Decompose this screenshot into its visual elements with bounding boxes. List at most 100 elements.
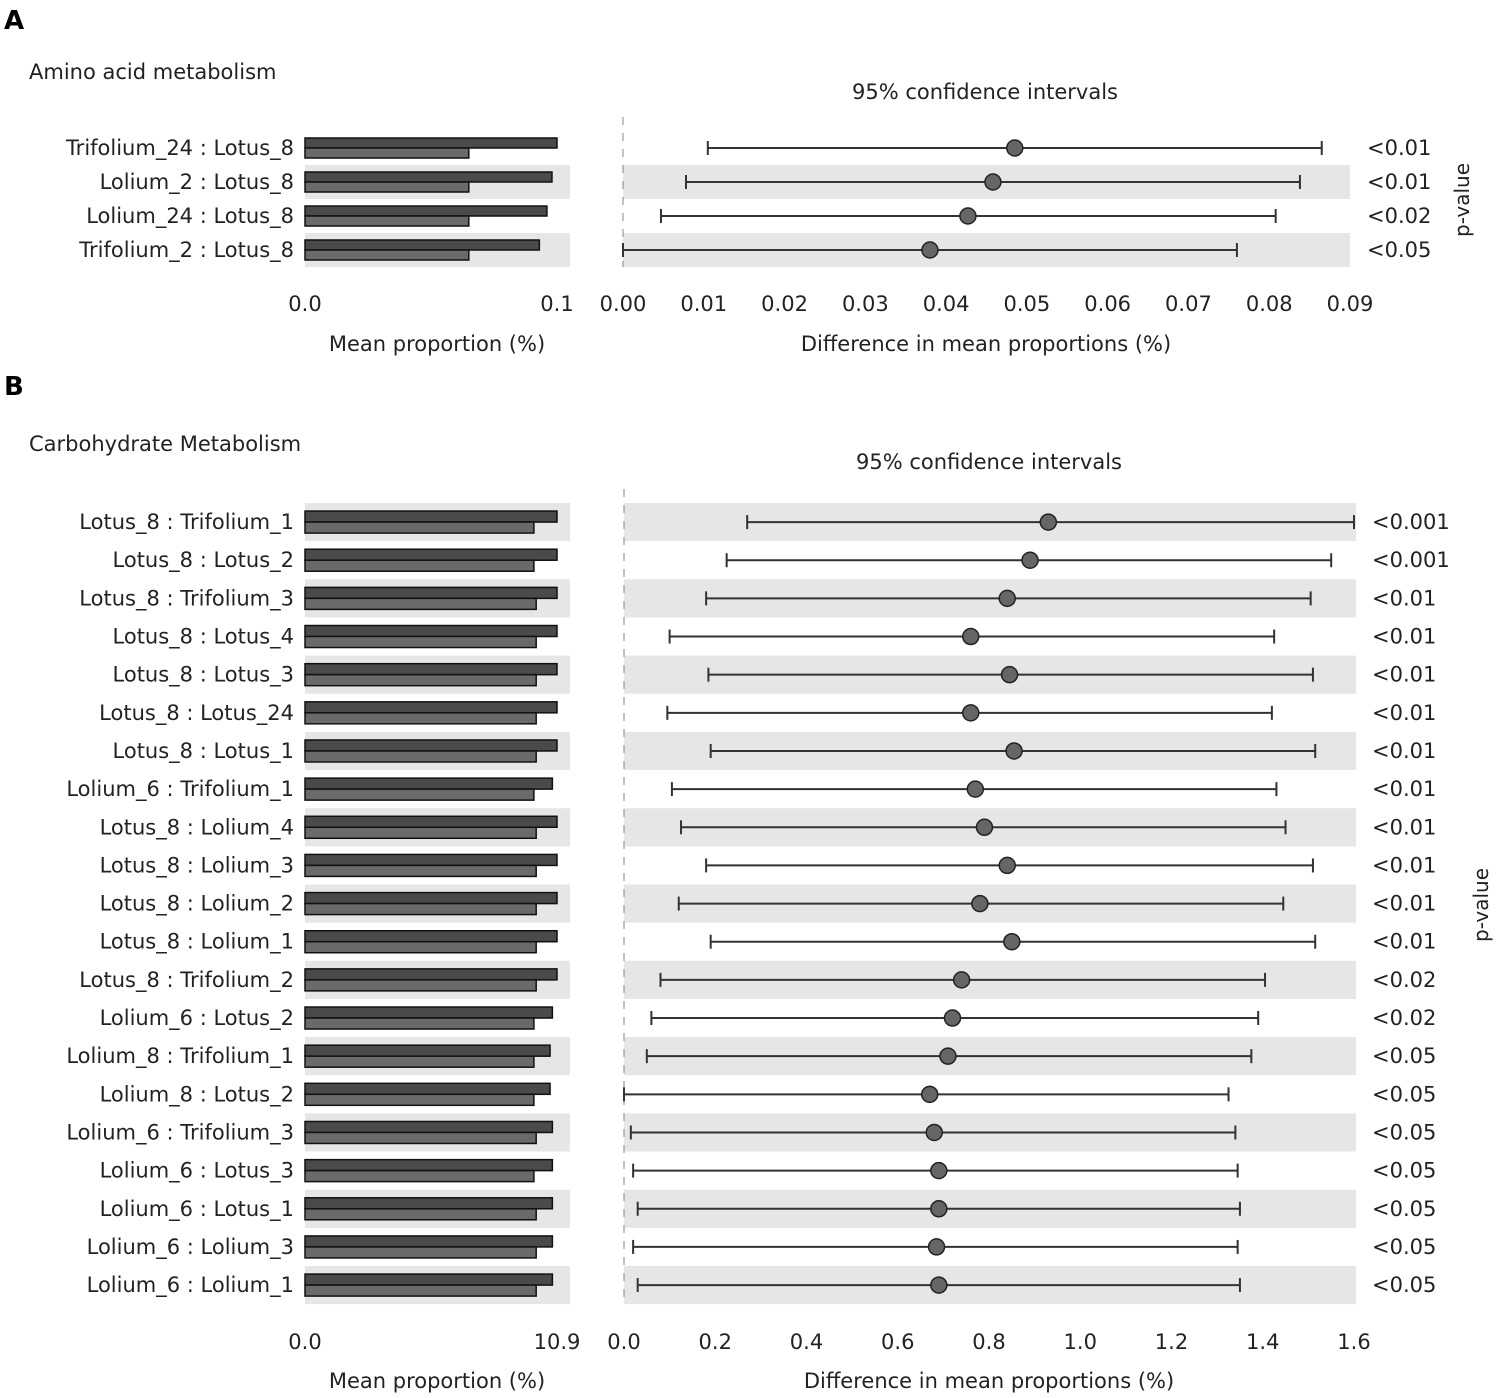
- diff-axis-tick-label: 0.09: [1327, 292, 1374, 316]
- mean-bar-group1: [304, 1044, 551, 1057]
- estimate-point: [1005, 742, 1023, 760]
- p-value-label: <0.01: [1367, 170, 1431, 194]
- row-label: Lolium_2 : Lotus_8: [100, 170, 294, 195]
- mean-bar-group2: [304, 1208, 537, 1221]
- mean-bar-group1: [304, 815, 558, 829]
- p-value-label: <0.05: [1372, 1082, 1436, 1106]
- mean-bar-group1: [304, 1235, 554, 1248]
- mean-bar-group2: [304, 673, 537, 687]
- mean-bar-group1: [304, 929, 558, 943]
- p-value-label: <0.01: [1372, 930, 1436, 954]
- p-value-label: <0.05: [1372, 1044, 1436, 1068]
- row-label: Lotus_8 : Lotus_2: [113, 548, 294, 573]
- mean-bar-group2: [304, 597, 537, 611]
- panel-a-ci-title: 95% confidence intervals: [852, 80, 1118, 104]
- p-value-label: <0.05: [1372, 1235, 1436, 1259]
- diff-axis-tick-label: 1.4: [1246, 1330, 1279, 1354]
- estimate-point: [930, 1276, 948, 1294]
- mean-bar-group1: [304, 1082, 551, 1096]
- p-value-label: <0.01: [1372, 892, 1436, 916]
- mean-bar-group2: [304, 1131, 537, 1145]
- p-value-label: <0.01: [1372, 853, 1436, 877]
- p-value-label: <0.001: [1372, 510, 1450, 534]
- estimate-point: [925, 1123, 943, 1142]
- mean-bar-group1: [304, 701, 558, 714]
- mean-bar-group2: [304, 1284, 537, 1297]
- diff-axis-tick-label: 0.4: [790, 1330, 823, 1354]
- p-value-label: <0.01: [1372, 625, 1436, 649]
- p-value-label: <0.05: [1372, 1273, 1436, 1297]
- panel-b-plot: Lotus_8 : Trifolium_1 <0.001 Lotus_8 : Lot…: [66, 489, 1450, 1354]
- diff-axis-tick-label: 0.8: [972, 1330, 1005, 1354]
- mean-bar-group2: [304, 249, 470, 261]
- mean-bar-group1: [304, 548, 558, 561]
- diff-axis-tick-label: 0.02: [761, 292, 808, 316]
- diff-axis-tick-label: 1.6: [1337, 1330, 1370, 1354]
- p-value-label: <0.02: [1372, 1006, 1436, 1030]
- row-label: Lotus_8 : Lotus_4: [113, 625, 294, 650]
- mean-bar-group2: [304, 1169, 535, 1183]
- estimate-point: [921, 241, 939, 259]
- mean-bar-group1: [304, 1006, 554, 1019]
- p-value-label: <0.02: [1367, 204, 1431, 228]
- estimate-point: [998, 589, 1016, 608]
- mean-bar-group1: [304, 171, 553, 183]
- p-value-label: <0.05: [1367, 238, 1431, 262]
- p-value-label: <0.01: [1372, 777, 1436, 801]
- diff-axis-tick-label: 1.2: [1155, 1330, 1188, 1354]
- mean-bar-group1: [304, 624, 558, 638]
- panel-a-letter: A: [4, 6, 24, 36]
- diff-axis-tick-label: 0.03: [842, 292, 889, 316]
- estimate-point: [920, 1085, 939, 1104]
- mean-bar-group1: [304, 137, 558, 149]
- diff-axis-tick-label: 0.01: [680, 292, 727, 316]
- row-label: Lolium_8 : Lotus_2: [100, 1082, 294, 1107]
- estimate-point: [962, 704, 980, 722]
- panel-a-plot: Trifolium_24 : Lotus_8 <0.01 Lolium_2 : Lo…: [65, 117, 1431, 316]
- diff-axis-tick-label: 0.2: [699, 1330, 732, 1354]
- mean-bar-group1: [304, 891, 558, 905]
- mean-bar-group2: [304, 864, 537, 878]
- row-label: Lotus_8 : Lolium_3: [100, 853, 294, 878]
- estimate-point: [966, 780, 985, 798]
- p-value-label: <0.01: [1372, 701, 1436, 725]
- estimate-point: [984, 173, 1002, 191]
- row-label: Lotus_8 : Lotus_24: [99, 701, 294, 726]
- diff-axis-tick-label: 0.00: [600, 292, 647, 316]
- estimate-point: [998, 856, 1016, 875]
- mean-bar-group2: [304, 1055, 535, 1068]
- mean-axis-tick-label: 0.0: [288, 1330, 321, 1354]
- mean-bar-group1: [304, 586, 558, 600]
- row-label: Lolium_6 : Trifolium_1: [66, 777, 294, 802]
- mean-bar-group2: [304, 1246, 537, 1259]
- estimate-point: [1006, 139, 1024, 157]
- mean-bar-group2: [304, 902, 537, 916]
- mean-bar-group2: [304, 940, 537, 954]
- row-label: Lotus_8 : Lotus_3: [113, 663, 294, 688]
- row-label: Trifolium_24 : Lotus_8: [65, 136, 294, 161]
- diff-axis-tick-label: 1.0: [1064, 1330, 1097, 1354]
- row-label: Trifolium_2 : Lotus_8: [78, 238, 294, 263]
- row-label: Lotus_8 : Trifolium_1: [79, 510, 294, 535]
- estimate-point: [975, 818, 994, 837]
- mean-bar-group2: [304, 521, 535, 534]
- mean-bar-group1: [304, 510, 558, 523]
- p-value-label: <0.01: [1372, 586, 1436, 610]
- row-label: Lolium_6 : Lotus_2: [100, 1006, 294, 1031]
- row-label: Lolium_24 : Lotus_8: [86, 204, 294, 229]
- p-value-label: <0.001: [1372, 548, 1450, 572]
- p-value-label: <0.05: [1372, 1159, 1436, 1183]
- row-label: Lolium_6 : Lotus_1: [100, 1197, 294, 1222]
- mean-bar-group1: [304, 1273, 554, 1286]
- p-value-label: <0.05: [1372, 1120, 1436, 1144]
- row-label: Lotus_8 : Lolium_2: [100, 892, 294, 917]
- panel-b-mean-axis-label: Mean proportion (%): [329, 1369, 545, 1393]
- mean-bar-group1: [304, 853, 558, 867]
- mean-bar-group2: [304, 788, 535, 801]
- panel-a-title: Amino acid metabolism: [29, 60, 276, 84]
- row-label: Lotus_8 : Lolium_4: [100, 815, 294, 840]
- estimate-point: [971, 894, 989, 913]
- diff-axis-tick-label: 0.6: [881, 1330, 914, 1354]
- mean-bar-group2: [304, 147, 470, 159]
- panel-b-title: Carbohydrate Metabolism: [29, 432, 301, 456]
